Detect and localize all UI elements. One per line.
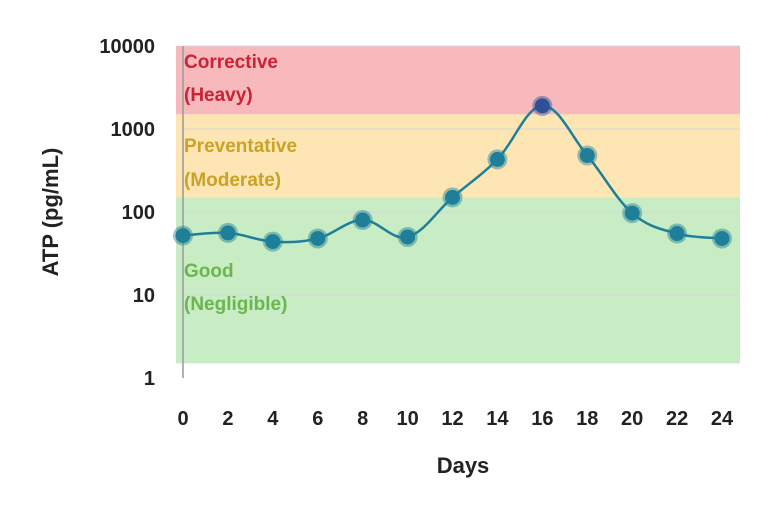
data-points xyxy=(173,95,732,252)
y-axis-title: ATP (pg/mL) xyxy=(38,148,63,277)
x-tick-label: 10 xyxy=(396,408,418,430)
zone-label-preventative-line1: Preventative xyxy=(184,136,297,157)
x-tick-label: 8 xyxy=(357,408,368,430)
y-tick-label: 1 xyxy=(144,368,155,390)
data-point xyxy=(489,151,505,167)
zone-labels: Corrective (Heavy) Preventative (Moderat… xyxy=(184,52,297,315)
data-point xyxy=(310,230,326,246)
data-point xyxy=(445,189,460,205)
x-tick-labels: 0 2 4 6 8 10 12 14 16 18 20 22 24 xyxy=(177,408,734,430)
y-tick-label: 1000 xyxy=(111,119,156,141)
x-tick-label: 0 xyxy=(177,408,188,430)
data-point xyxy=(400,229,416,245)
x-tick-label: 24 xyxy=(711,408,734,430)
zone-label-corrective-line1: Corrective xyxy=(184,52,278,73)
x-tick-label: 14 xyxy=(486,408,509,430)
x-tick-label: 16 xyxy=(531,408,553,430)
y-tick-label: 100 xyxy=(122,202,155,224)
zone-label-preventative-line2: (Moderate) xyxy=(184,170,281,191)
data-point xyxy=(220,225,236,241)
zone-band-2 xyxy=(176,197,740,364)
data-point xyxy=(265,234,281,250)
gridlines xyxy=(183,45,740,296)
data-point xyxy=(175,228,191,244)
y-tick-labels: 1 10 100 1000 10000 xyxy=(99,36,155,390)
y-tick-label: 10 xyxy=(133,285,155,307)
zone-bands xyxy=(176,46,740,364)
x-axis-title: Days xyxy=(437,453,490,478)
x-tick-label: 20 xyxy=(621,408,643,430)
data-point xyxy=(579,147,595,163)
data-point xyxy=(624,205,640,221)
zone-band-1 xyxy=(176,114,740,198)
zone-label-good-line2: (Negligible) xyxy=(184,294,287,315)
x-tick-label: 6 xyxy=(312,408,323,430)
data-point xyxy=(534,98,550,114)
x-tick-label: 18 xyxy=(576,408,598,430)
zone-label-corrective-line2: (Heavy) xyxy=(184,85,253,106)
data-point xyxy=(714,230,730,246)
zone-band-0 xyxy=(176,46,740,115)
x-tick-label: 2 xyxy=(222,408,233,430)
y-tick-label: 10000 xyxy=(99,36,155,58)
data-point xyxy=(355,212,371,228)
x-tick-label: 12 xyxy=(441,408,463,430)
x-tick-label: 22 xyxy=(666,408,688,430)
zone-label-good-line1: Good xyxy=(184,261,234,282)
x-tick-label: 4 xyxy=(267,408,279,430)
data-point xyxy=(669,226,685,242)
